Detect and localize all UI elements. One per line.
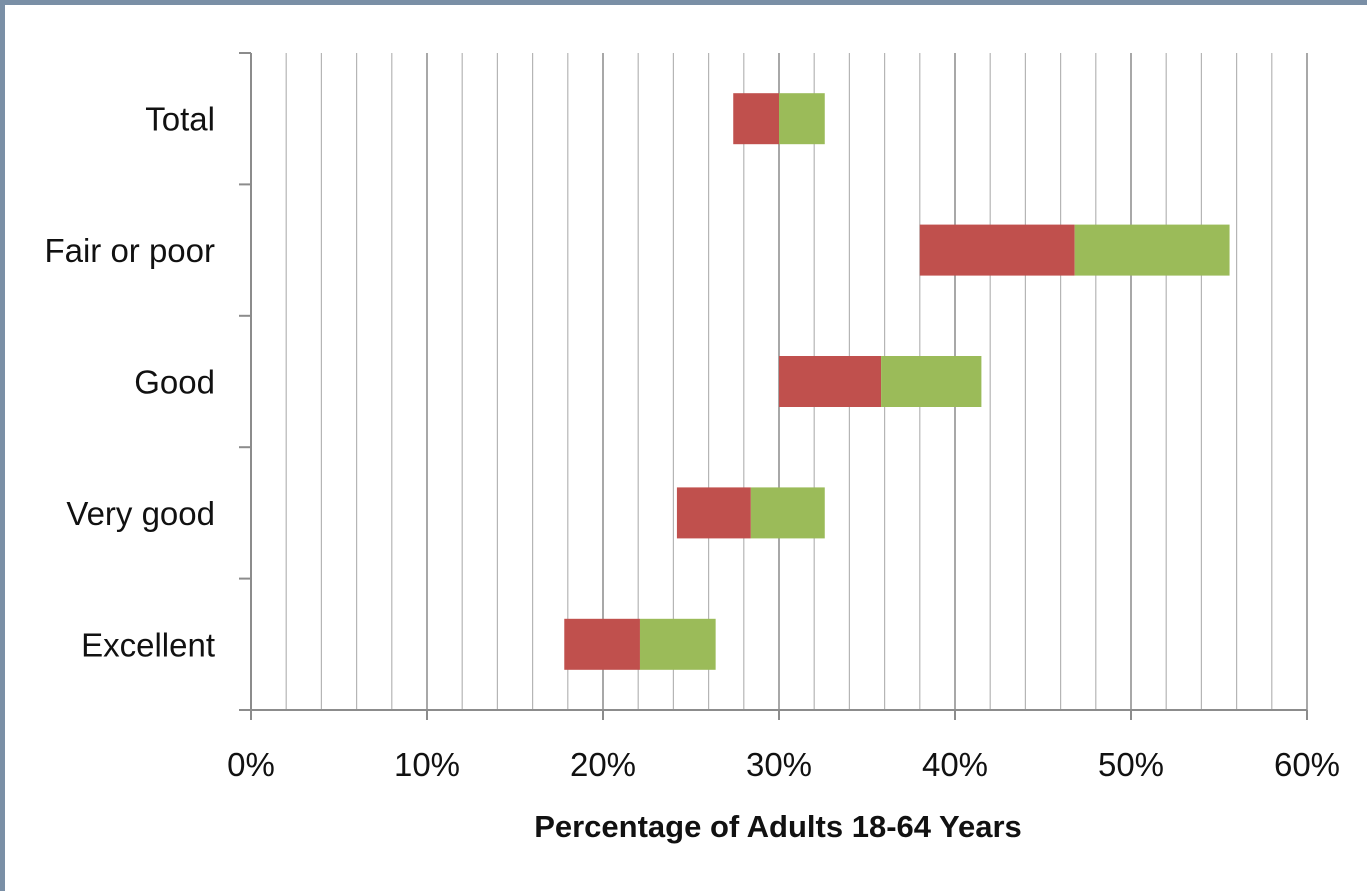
category-label: Fair or poor	[44, 232, 215, 269]
x-tick-label: 50%	[1098, 746, 1164, 783]
bar-segment-green	[779, 93, 825, 145]
bar-segment-red	[676, 487, 751, 539]
x-tick-label: 60%	[1274, 746, 1340, 783]
x-tick-label: 10%	[394, 746, 460, 783]
bars	[564, 93, 1230, 670]
x-tick-label: 0%	[227, 746, 275, 783]
bar-segment-green	[639, 618, 716, 670]
bar-segment-green	[750, 487, 825, 539]
labels: 0% 10% 20% 30% 40% 50% 60% Total Fair or poor Goo…	[44, 101, 1340, 783]
bar-segment-red	[564, 618, 640, 670]
bar-segment-red	[733, 93, 779, 145]
bar-segment-red	[779, 356, 882, 407]
floating-bar-chart: 0% 10% 20% 30% 40% 50% 60% Total Fair or poor Goo…	[44, 52, 1340, 844]
category-label: Excellent	[81, 626, 215, 663]
category-label: Good	[134, 364, 215, 401]
x-tick-label: 20%	[570, 746, 636, 783]
bar-segment-green	[881, 356, 982, 407]
x-tick-label: 40%	[922, 746, 988, 783]
axes	[239, 52, 1308, 720]
x-axis-title: Percentage of Adults 18-64 Years	[534, 809, 1022, 844]
bar-segment-green	[1074, 224, 1230, 276]
bar-segment-red	[919, 224, 1075, 276]
category-label: Very good	[66, 495, 215, 532]
category-label: Total	[145, 101, 215, 138]
x-tick-label: 30%	[746, 746, 812, 783]
